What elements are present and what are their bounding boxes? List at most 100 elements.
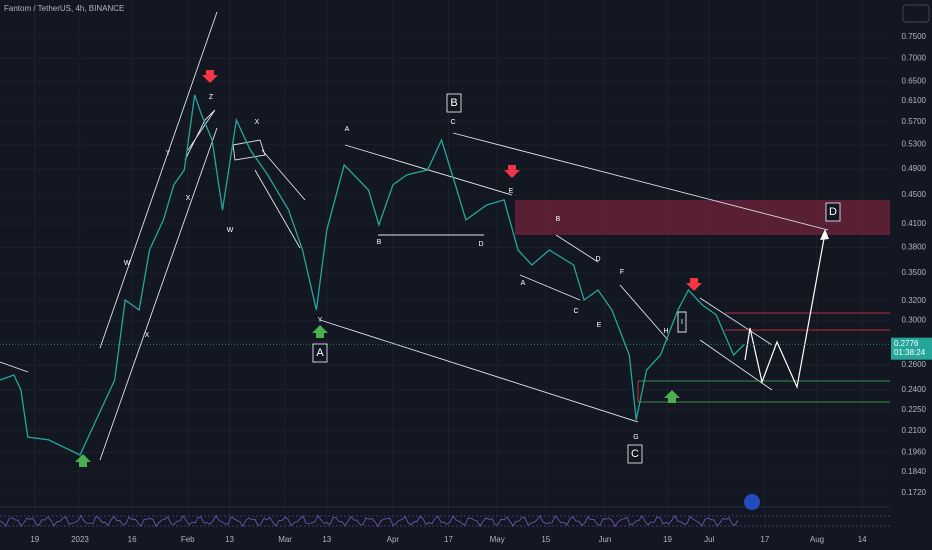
y-tick-label: 0.5300: [902, 140, 927, 149]
trend-line: [699, 297, 773, 346]
wave-label: G: [633, 434, 638, 441]
x-tick-label: Apr: [387, 535, 400, 544]
trend-line: [99, 11, 218, 349]
up-arrow: [312, 325, 328, 338]
x-tick-label: Jul: [704, 535, 714, 544]
x-tick-label: 13: [225, 535, 234, 544]
wave-label: Y: [166, 150, 171, 157]
x-tick-label: Jun: [598, 535, 611, 544]
wave-label: X: [255, 119, 260, 126]
x-tick-label: 2023: [71, 535, 89, 544]
y-tick-label: 0.2100: [902, 426, 927, 435]
y-tick-label: 0.1960: [902, 448, 927, 457]
y-tick-label: 0.1720: [902, 488, 927, 497]
trend-line: [519, 274, 581, 301]
price-line: [0, 94, 745, 456]
wave-label: I: [681, 319, 683, 326]
wave-label: X: [186, 195, 191, 202]
y-tick-label: 0.1840: [902, 467, 927, 476]
trend-line: [677, 311, 687, 333]
wave-label: C: [450, 119, 455, 126]
x-tick-label: 13: [322, 535, 331, 544]
x-tick-label: 15: [541, 535, 550, 544]
y-tick-label: 0.2250: [902, 405, 927, 414]
wave-label: W: [227, 227, 234, 234]
x-tick-label: 19: [30, 535, 39, 544]
projection-arrowhead: [820, 229, 829, 240]
wave-label: D: [829, 206, 837, 218]
x-tick-label: 14: [858, 535, 867, 544]
y-tick-label: 0.3000: [902, 316, 927, 325]
y-tick-label: 0.3500: [902, 268, 927, 277]
trend-line: [184, 109, 216, 161]
drawings: [0, 11, 890, 467]
down-arrow: [202, 70, 218, 83]
y-tick-label: 0.3800: [902, 243, 927, 252]
x-tick-label: May: [490, 535, 505, 544]
y-tick-label: 0.7000: [902, 53, 927, 62]
trend-line: [452, 132, 829, 231]
wave-label: E: [509, 188, 514, 195]
x-tick-label: Mar: [278, 535, 292, 544]
x-tick-label: 17: [444, 535, 453, 544]
wave-label: A: [345, 126, 350, 133]
y-tick-label: 0.6100: [902, 96, 927, 105]
wave-label: A: [316, 347, 324, 359]
y-tick-label: 0.3200: [902, 296, 927, 305]
wave-label: E: [597, 322, 602, 329]
wave-label: D: [595, 256, 600, 263]
annotation-box: [627, 444, 643, 464]
x-tick-label: 19: [663, 535, 672, 544]
settings-button[interactable]: [902, 4, 930, 23]
trend-line: [99, 127, 218, 461]
x-tick-label: Feb: [181, 535, 195, 544]
y-tick-label: 0.4100: [902, 219, 927, 228]
x-tick-label: 16: [128, 535, 137, 544]
last-price-label: 0.2776: [894, 339, 919, 348]
chart-title: Fantom / TetherUS, 4h, BINANCE: [4, 4, 124, 13]
down-arrow: [504, 165, 520, 178]
rsi-line: [0, 514, 739, 528]
event-icon: [744, 494, 760, 510]
trend-line: [232, 139, 266, 161]
up-arrow: [75, 454, 91, 467]
wave-label: B: [556, 216, 561, 223]
wave-label: C: [631, 448, 639, 460]
trend-line: [0, 361, 29, 373]
trend-line: [555, 234, 599, 263]
y-tick-label: 0.4500: [902, 190, 927, 199]
trend-line: [344, 144, 513, 196]
grid: [0, 0, 890, 530]
annotation-box: [446, 93, 462, 113]
wave-label: A: [521, 280, 526, 287]
down-arrow: [686, 278, 702, 291]
trend-line: [319, 319, 639, 423]
y-tick-label: 0.7500: [902, 32, 927, 41]
x-tick-label: Aug: [810, 535, 824, 544]
y-tick-label: 0.2600: [902, 360, 927, 369]
up-arrow: [664, 390, 680, 403]
y-tick-label: 0.5700: [902, 117, 927, 126]
wave-label: Y: [318, 317, 323, 324]
wave-label: C: [573, 308, 578, 315]
wave-label: Z: [209, 94, 214, 101]
annotation-box: [825, 202, 841, 222]
trend-line: [619, 284, 669, 341]
wave-label: D: [478, 241, 483, 248]
annotation-box: [312, 343, 328, 363]
y-tick-label: 0.2400: [902, 385, 927, 394]
wave-label: H: [663, 328, 668, 335]
wave-label: F: [620, 269, 624, 276]
last-price-box: [891, 337, 932, 360]
y-tick-label: 0.4900: [902, 164, 927, 173]
projection-path: [744, 232, 826, 390]
trend-line: [254, 169, 301, 249]
y-tick-label: 0.6500: [902, 76, 927, 85]
wave-label: X: [145, 332, 150, 339]
trend-line: [699, 339, 773, 391]
wave-label: B: [450, 97, 457, 109]
countdown-label: 01:38:24: [894, 348, 926, 357]
trend-line: [261, 149, 306, 201]
